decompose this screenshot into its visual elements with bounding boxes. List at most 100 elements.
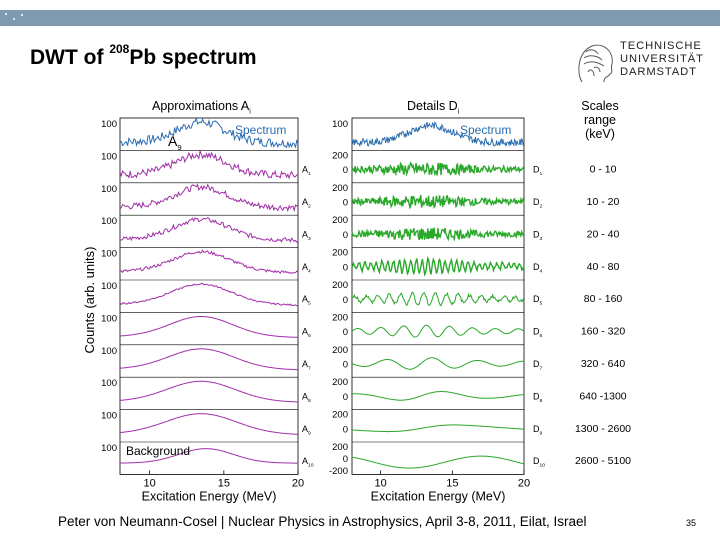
approximation-curve (119, 249, 299, 275)
approximation-curve (119, 217, 299, 243)
left-panel-frame (119, 117, 299, 475)
scale-range-label: 80 - 160 (584, 293, 623, 305)
logo-line-1: TECHNISCHE (620, 40, 702, 52)
approximation-label: A3 (302, 229, 311, 242)
left-y-tick: 100 (101, 281, 117, 292)
right-y-tick: -200 (329, 466, 348, 477)
overlay-a9-label: A9 (168, 133, 182, 152)
detail-curve (351, 424, 525, 433)
detail-curve (351, 455, 525, 469)
scale-range-label: 320 - 640 (581, 358, 626, 370)
detail-label: D9 (533, 424, 543, 437)
right-y-tick: 0 (343, 327, 348, 338)
approximation-curve (119, 348, 298, 371)
right-y-tick: 200 (332, 215, 348, 226)
approximation-label: A2 (302, 197, 311, 210)
right-x-tick-label: 20 (518, 477, 530, 489)
detail-curve (351, 357, 524, 370)
detail-curve (351, 324, 525, 338)
right-y-tick: 200 (332, 248, 348, 259)
left-y-tick: 100 (101, 313, 117, 324)
scales-header-line: range (584, 113, 616, 127)
right-y-tick: 0 (343, 262, 348, 273)
scale-range-label: 160 - 320 (581, 326, 626, 338)
left-y-tick: 100 (101, 378, 117, 389)
approximation-label: A5 (302, 294, 311, 307)
right-panel-title: Details Di (407, 99, 460, 116)
slide-title: DWT of 208Pb spectrum (30, 42, 257, 70)
spectrum-legend-left: Spectrum (235, 123, 286, 137)
logo-line-2: UNIVERSITÄT (620, 52, 704, 65)
y-axis-label: Counts (arb. units) (82, 247, 97, 354)
right-y-tick: 0 (343, 454, 348, 465)
detail-curve (351, 291, 525, 307)
scale-range-label: 20 - 40 (587, 228, 620, 240)
scales-header-line: Scales (581, 99, 619, 113)
detail-curve (352, 391, 524, 401)
spectrum-legend-right: Spectrum (460, 123, 511, 137)
approximation-label: A7 (302, 359, 311, 372)
right-x-tick-label: 10 (375, 477, 387, 489)
approximation-curve (119, 282, 299, 307)
detail-label: D10 (533, 456, 545, 469)
approximation-label: A10 (302, 456, 314, 469)
left-y-tick: 100 (101, 249, 117, 260)
detail-curve (351, 227, 525, 242)
left-y-tick: 100 (101, 443, 117, 454)
right-y-tick-top: 100 (332, 119, 348, 130)
approximation-curve (119, 149, 298, 180)
left-y-tick: 100 (101, 216, 117, 227)
logo-text: TECHNISCHE UNIVERSITÄT DARMSTADT (620, 40, 704, 78)
scale-range-label: 2600 - 5100 (575, 455, 631, 467)
footer-text: Peter von Neumann-Cosel | Nuclear Physic… (58, 514, 587, 529)
right-y-tick: 0 (343, 230, 348, 241)
scales-header-line: (keV) (585, 127, 615, 141)
scale-range-label: 10 - 20 (587, 196, 620, 208)
right-y-tick: 0 (343, 392, 348, 403)
approximation-label: A1 (302, 165, 311, 178)
right-y-tick: 0 (343, 295, 348, 306)
detail-label: D2 (533, 197, 543, 210)
university-logo (578, 44, 613, 83)
right-y-tick: 0 (343, 360, 348, 371)
approximation-label: A9 (302, 424, 311, 437)
title-suffix: Pb spectrum (129, 46, 257, 69)
right-y-tick: 0 (343, 424, 348, 435)
approximation-curve (119, 448, 298, 464)
left-y-tick: 100 (101, 346, 117, 357)
title-prefix: DWT of (30, 46, 110, 69)
approximation-curve (119, 413, 298, 435)
scale-range-label: 40 - 80 (587, 261, 620, 273)
top-rule-bar (0, 10, 720, 26)
left-y-tick: 100 (101, 119, 117, 130)
left-y-tick: 100 (101, 151, 117, 162)
scale-range-label: 0 - 10 (590, 164, 617, 176)
detail-label: D5 (533, 294, 543, 307)
detail-curve (351, 256, 525, 277)
right-y-tick: 200 (332, 280, 348, 291)
scale-range-label: 640 -1300 (579, 390, 626, 402)
detail-label: D6 (533, 327, 543, 340)
right-y-tick: 200 (332, 377, 348, 388)
right-y-tick: 200 (332, 312, 348, 323)
detail-curve (351, 194, 525, 210)
approximation-label: A8 (302, 391, 311, 404)
detail-label: D3 (533, 229, 543, 242)
right-y-tick: 200 (332, 442, 348, 453)
approximation-label: A4 (302, 262, 311, 275)
scale-range-label: 1300 - 2600 (575, 423, 631, 435)
left-x-tick-label: 20 (292, 477, 304, 489)
left-y-tick: 100 (101, 411, 117, 422)
right-y-tick: 200 (332, 345, 348, 356)
logo-head-icon (578, 44, 613, 83)
right-y-tick: 0 (343, 198, 348, 209)
spectrum-curve (351, 121, 525, 148)
left-x-axis-label: Excitation Energy (MeV) (142, 489, 277, 503)
left-panel-title: Approximations Ai (152, 99, 251, 116)
left-x-tick-label: 15 (218, 477, 230, 489)
title-superscript: 208 (109, 42, 130, 56)
detail-label: D1 (533, 165, 543, 178)
approximation-label: A6 (302, 327, 311, 340)
detail-label: D7 (533, 359, 543, 372)
